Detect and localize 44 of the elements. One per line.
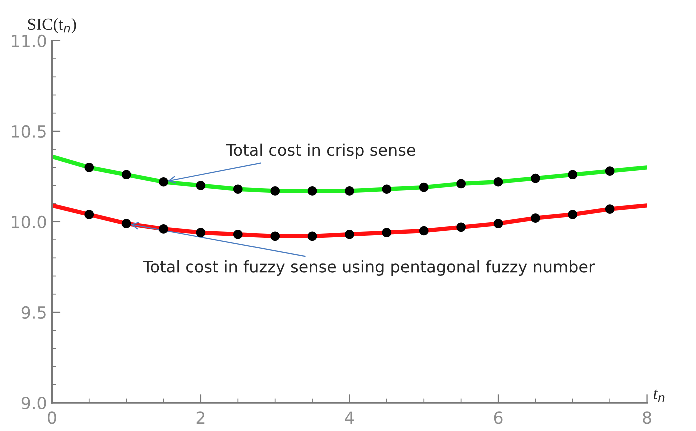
point [234,230,243,240]
y-tick-label: 9.5 [22,306,46,320]
point [308,186,318,196]
point [382,184,392,194]
point [196,228,206,238]
point [494,177,504,187]
point [159,224,168,234]
point [456,222,466,232]
point [84,210,94,220]
point [345,186,354,196]
point [159,177,168,187]
y-tick-label: 9.0 [22,396,46,410]
x-tick-label: 2 [196,412,205,424]
y-axis-title: SIC(t$_{n}$) [28,18,76,34]
point [494,219,504,228]
point [122,170,132,180]
point [84,163,94,172]
point [531,174,540,184]
x-tick-label: 0 [48,412,56,424]
point [122,219,132,228]
point [531,214,540,224]
point [270,186,280,196]
x-tick-label: 6 [494,412,503,424]
point [345,230,354,240]
x-axis-title: t$_{n}$ [654,390,665,402]
y-tick-label: 10.0 [12,216,46,229]
y-tick-label: 11.0 [12,34,46,48]
point [382,228,392,238]
point [196,181,206,190]
annotation: Total cost in crisp sense [226,144,416,160]
point [605,204,615,214]
x-tick-label: 4 [345,412,354,424]
annotation: Total cost in fuzzy sense using pentagonal fuzzy number [143,260,596,276]
point [270,232,280,242]
point [605,166,615,176]
point [419,182,429,192]
x-tick-label: 8 [643,412,652,424]
point [568,170,578,180]
point [308,232,318,242]
point [456,179,466,189]
point [568,210,578,220]
point [419,226,429,236]
y-tick-label: 10.5 [12,125,46,138]
point [234,184,243,194]
